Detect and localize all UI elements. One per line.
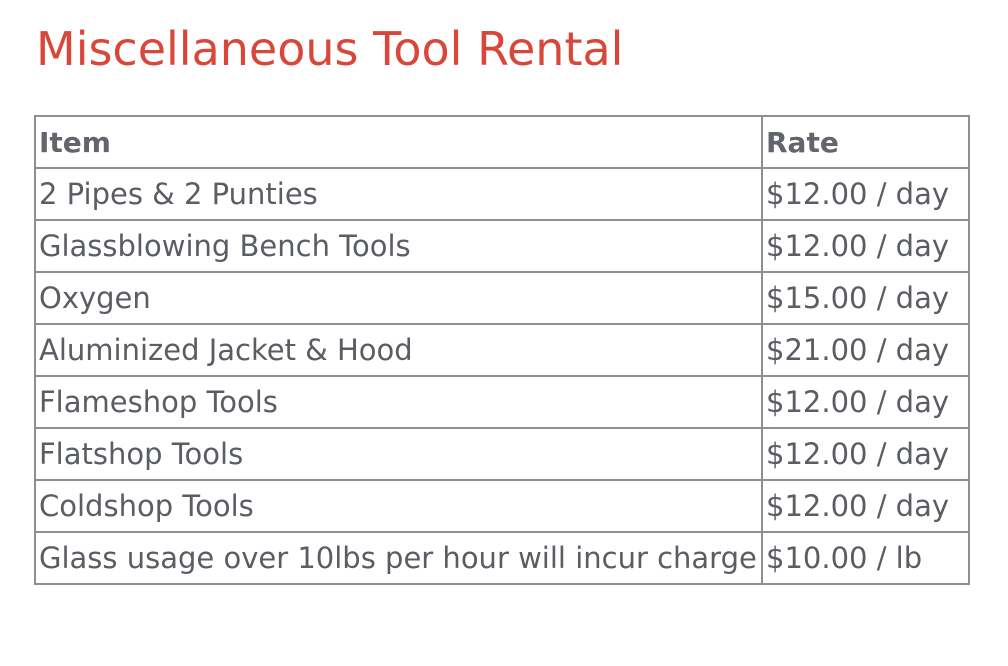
- rate-cell: $12.00 / day: [761, 479, 970, 533]
- item-cell: Coldshop Tools: [34, 479, 763, 533]
- table-row: Flameshop Tools $12.00 / day: [34, 375, 970, 429]
- rate-cell: $12.00 / day: [761, 219, 970, 273]
- page-title: Miscellaneous Tool Rental: [36, 22, 624, 76]
- item-cell: Aluminized Jacket & Hood: [34, 323, 763, 377]
- table-row: Oxygen $15.00 / day: [34, 271, 970, 325]
- rate-cell: $15.00 / day: [761, 271, 970, 325]
- item-cell: Flatshop Tools: [34, 427, 763, 481]
- rate-cell: $12.00 / day: [761, 167, 970, 221]
- item-cell: 2 Pipes & 2 Punties: [34, 167, 763, 221]
- table-row: Glass usage over 10lbs per hour will inc…: [34, 531, 970, 585]
- item-cell: Glass usage over 10lbs per hour will inc…: [34, 531, 763, 585]
- rate-cell: $12.00 / day: [761, 427, 970, 481]
- item-cell: Glassblowing Bench Tools: [34, 219, 763, 273]
- table-row: Aluminized Jacket & Hood $21.00 / day: [34, 323, 970, 377]
- rate-cell: $10.00 / lb: [761, 531, 970, 585]
- table-row: Coldshop Tools $12.00 / day: [34, 479, 970, 533]
- item-cell: Oxygen: [34, 271, 763, 325]
- column-header-item: Item: [34, 115, 763, 169]
- table-row: 2 Pipes & 2 Punties $12.00 / day: [34, 167, 970, 221]
- column-header-rate: Rate: [761, 115, 970, 169]
- rental-rates-table: Item Rate 2 Pipes & 2 Punties $12.00 / d…: [34, 115, 970, 585]
- table-header-row: Item Rate: [34, 115, 970, 169]
- rate-cell: $21.00 / day: [761, 323, 970, 377]
- item-cell: Flameshop Tools: [34, 375, 763, 429]
- rate-cell: $12.00 / day: [761, 375, 970, 429]
- table-row: Glassblowing Bench Tools $12.00 / day: [34, 219, 970, 273]
- table-row: Flatshop Tools $12.00 / day: [34, 427, 970, 481]
